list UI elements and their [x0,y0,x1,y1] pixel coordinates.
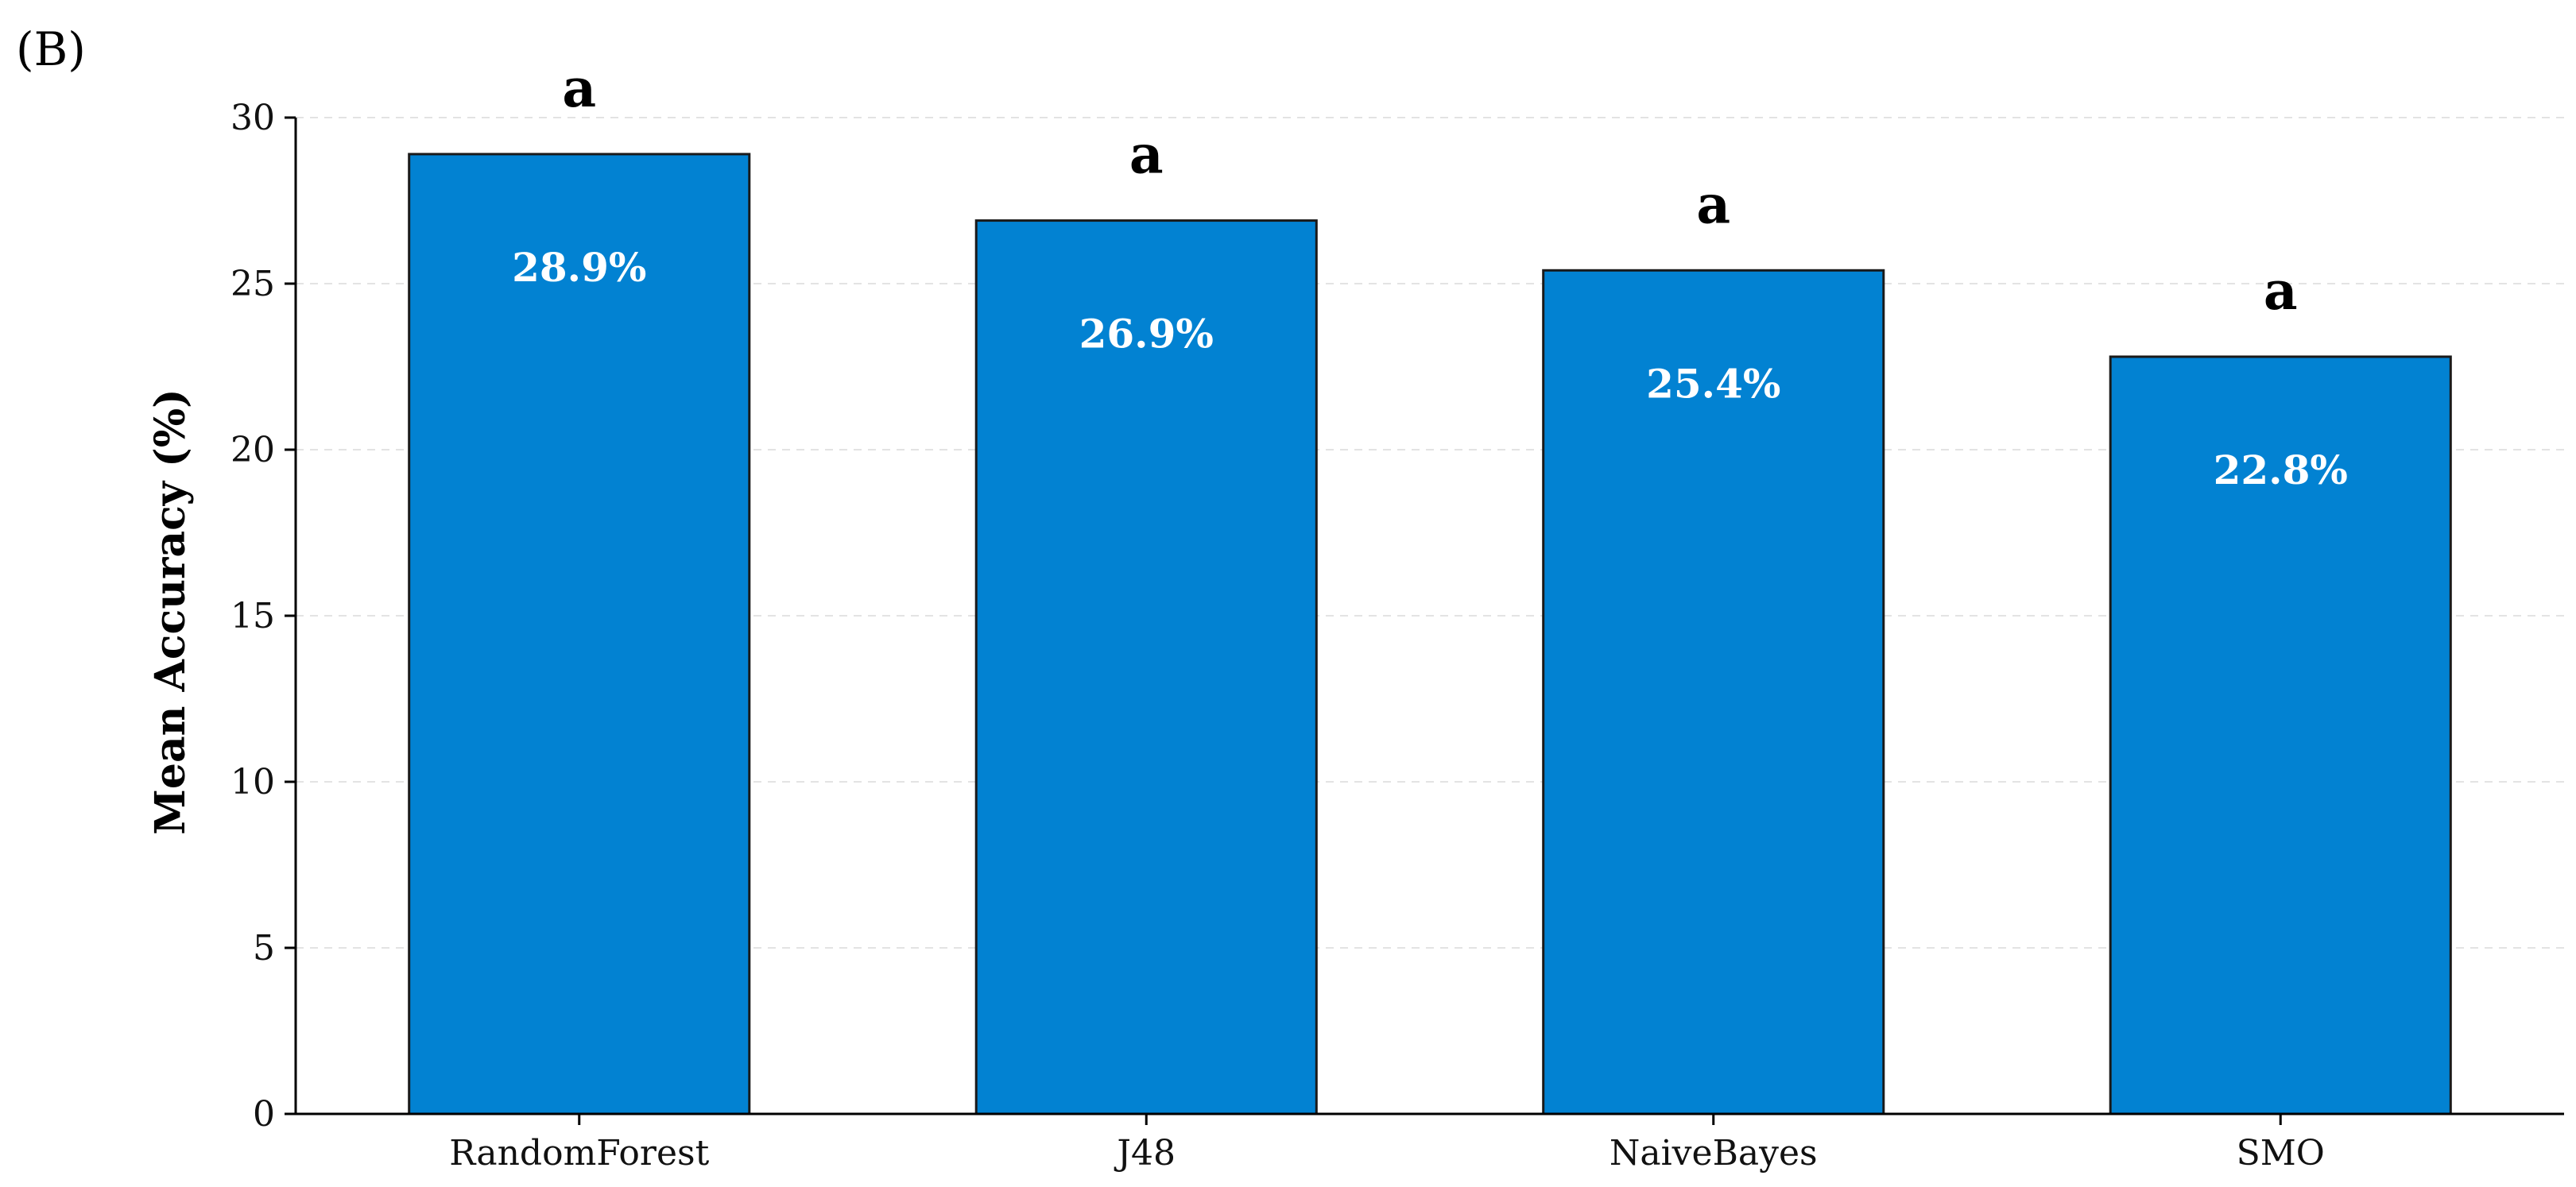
bars [408,153,2452,1115]
y-axis-label: Mean Accuracy (%) [146,389,195,834]
bar-value-label: 28.9% [512,244,646,291]
significance-letter: a [1696,173,1730,235]
y-tick-label: 0 [253,1094,275,1135]
x-tick-label: NaiveBayes [1610,1133,1818,1173]
bar-j48 [974,219,1318,1115]
significance-letter: a [2264,260,2298,322]
y-ticks: 0 5 10 15 20 25 30 [230,98,296,1135]
x-tick-label: RandomForest [449,1133,709,1173]
significance-letter: a [1129,124,1164,186]
y-tick-label: 10 [230,762,275,802]
bar-randomforest [408,153,751,1115]
x-tick-label: SMO [2237,1133,2325,1173]
significance-letters: a a a a [562,57,2297,322]
y-tick-label: 20 [230,430,275,470]
panel-label: (B) [16,22,86,76]
bar-naivebayes [1542,269,1885,1115]
y-tick-label: 5 [253,928,275,969]
x-tick-label: J48 [1114,1133,1176,1173]
y-tick-label: 30 [230,98,275,138]
x-ticks: RandomForest J48 NaiveBayes SMO [449,1114,2325,1173]
bar-smo [2109,355,2452,1115]
value-labels: 28.9% 26.9% 25.4% 22.8% [512,244,2348,493]
significance-letter: a [562,57,596,119]
y-tick-label: 15 [230,596,275,636]
y-tick-label: 25 [230,264,275,304]
bar-value-label: 26.9% [1079,311,1214,358]
bar-value-label: 25.4% [1646,360,1780,407]
bar-value-label: 22.8% [2214,447,2348,493]
